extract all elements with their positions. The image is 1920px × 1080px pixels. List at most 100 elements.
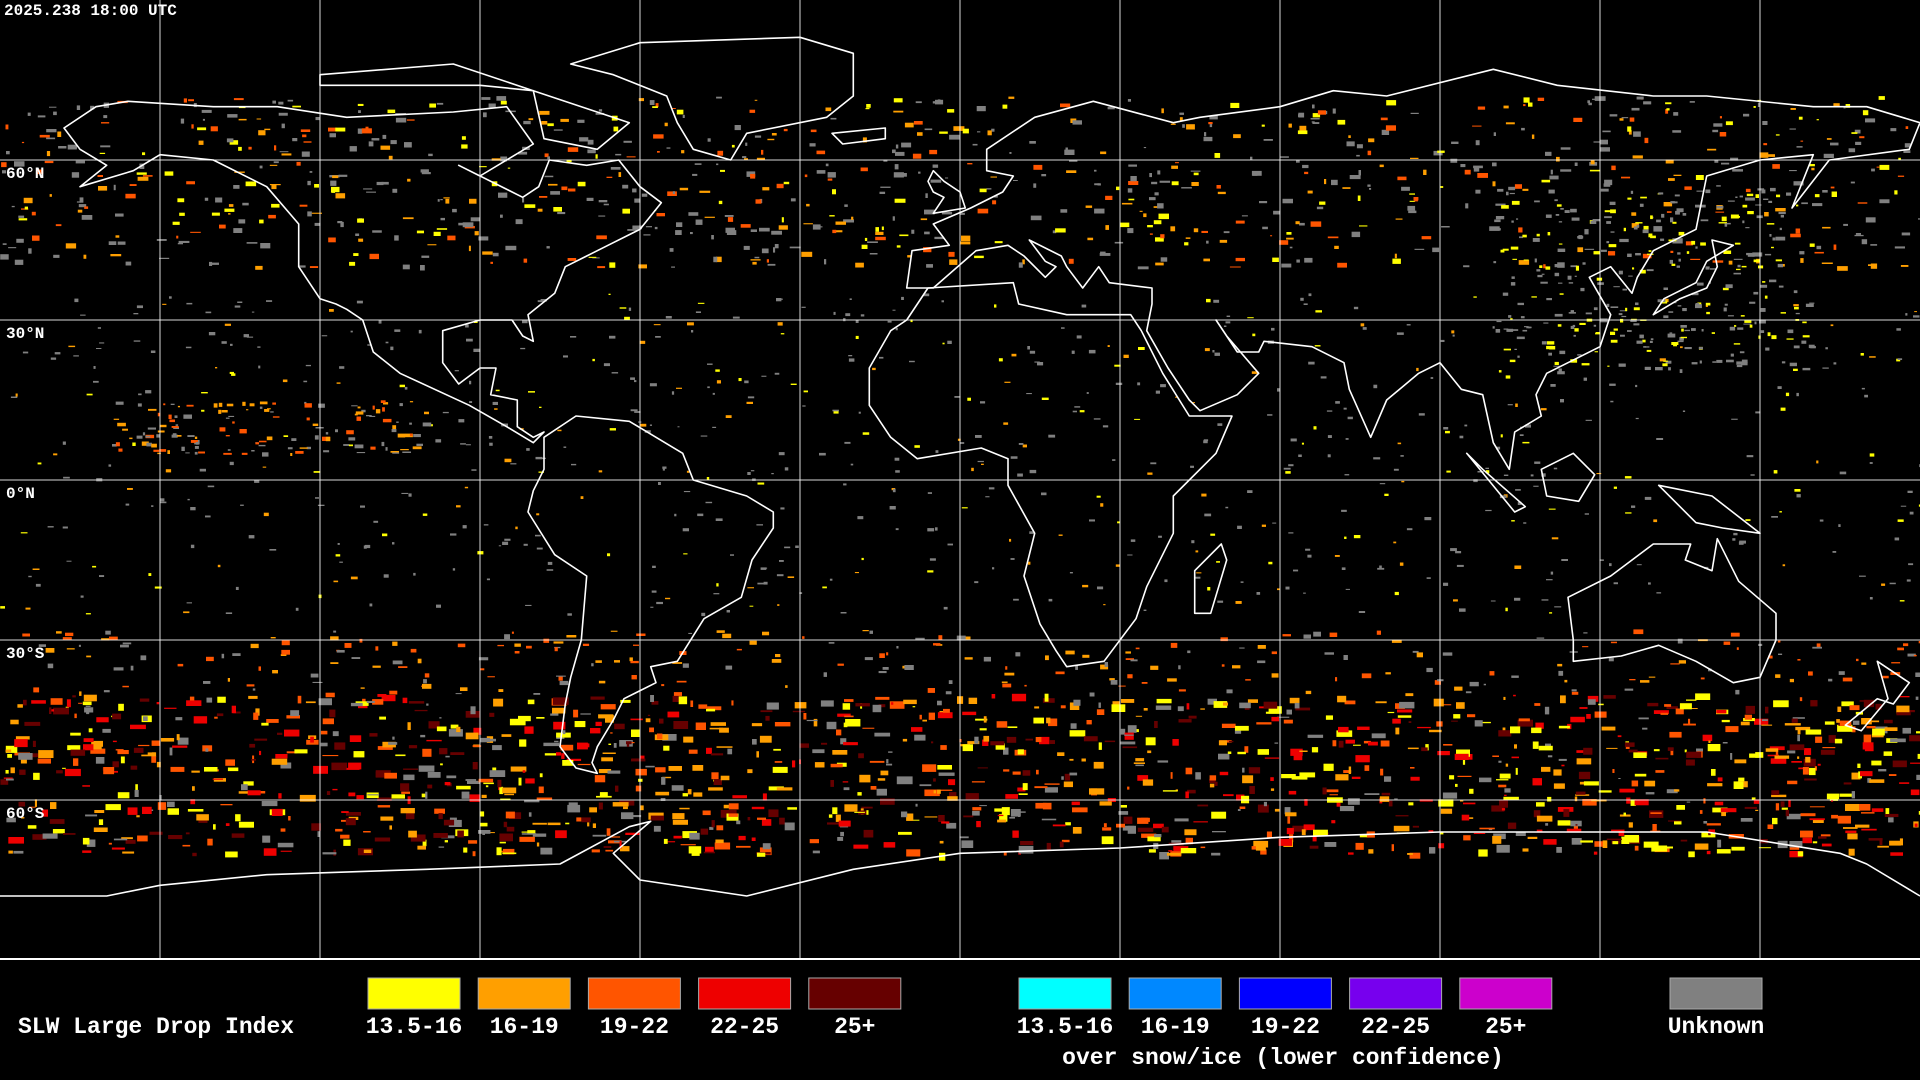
cloud-patch bbox=[263, 848, 277, 856]
cloud-patch bbox=[1548, 508, 1556, 510]
cloud-patch bbox=[901, 811, 908, 818]
cloud-patch bbox=[1042, 802, 1052, 810]
cloud-patch bbox=[1523, 97, 1530, 103]
cloud-patch bbox=[844, 804, 858, 812]
cloud-patch bbox=[1575, 794, 1590, 796]
cloud-patch bbox=[198, 451, 205, 454]
cloud-patch bbox=[396, 421, 399, 423]
cloud-patch bbox=[1822, 747, 1836, 749]
cloud-patch bbox=[1872, 728, 1885, 736]
cloud-patch bbox=[29, 806, 36, 808]
cloud-patch bbox=[1473, 832, 1486, 834]
cloud-patch bbox=[1648, 250, 1652, 252]
cloud-patch bbox=[949, 259, 958, 265]
cloud-patch bbox=[919, 714, 922, 720]
cloud-patch bbox=[961, 840, 974, 848]
cloud-patch bbox=[1515, 403, 1518, 407]
cloud-patch bbox=[1186, 703, 1190, 710]
cloud-patch bbox=[262, 466, 267, 468]
cloud-patch bbox=[1698, 346, 1703, 350]
cloud-patch bbox=[700, 435, 708, 437]
cloud-patch bbox=[762, 567, 768, 569]
cloud-patch bbox=[514, 651, 520, 654]
cloud-patch bbox=[473, 348, 481, 352]
cloud-patch bbox=[1535, 722, 1544, 729]
cloud-patch bbox=[632, 188, 637, 193]
cloud-patch bbox=[1779, 511, 1782, 513]
cloud-patch bbox=[754, 135, 762, 138]
cloud-patch bbox=[1675, 708, 1684, 715]
cloud-patch bbox=[360, 687, 365, 689]
cloud-patch bbox=[422, 422, 432, 427]
cloud-patch bbox=[84, 707, 94, 713]
cloud-patch bbox=[1013, 180, 1018, 181]
cloud-patch bbox=[1705, 305, 1708, 307]
cloud-patch bbox=[536, 842, 540, 847]
cloud-patch bbox=[400, 449, 409, 451]
cloud-patch bbox=[206, 656, 214, 662]
cloud-patch bbox=[1590, 220, 1597, 224]
cloud-patch bbox=[774, 372, 780, 375]
cloud-patch bbox=[1903, 150, 1911, 153]
cloud-patch bbox=[1814, 194, 1820, 198]
cloud-patch bbox=[1171, 165, 1178, 169]
cloud-patch bbox=[1454, 686, 1463, 691]
cloud-patch bbox=[1235, 601, 1242, 604]
cloud-patch bbox=[314, 184, 319, 188]
cloud-patch bbox=[221, 653, 225, 659]
cloud-patch bbox=[1089, 788, 1105, 795]
cloud-patch bbox=[64, 768, 81, 777]
cloud-patch bbox=[912, 153, 922, 159]
cloud-patch bbox=[259, 750, 262, 756]
cloud-patch bbox=[1754, 718, 1769, 725]
cloud-patch bbox=[610, 630, 618, 632]
cloud-patch bbox=[310, 736, 314, 743]
cloud-patch bbox=[911, 229, 915, 234]
cloud-patch bbox=[26, 753, 40, 758]
cloud-patch bbox=[1290, 748, 1303, 756]
cloud-patch bbox=[624, 316, 630, 320]
cloud-patch bbox=[533, 693, 541, 695]
cloud-patch bbox=[665, 316, 672, 319]
cloud-patch bbox=[668, 766, 682, 771]
cloud-patch bbox=[1536, 233, 1540, 237]
cloud-patch bbox=[1696, 190, 1705, 192]
cloud-patch bbox=[1606, 221, 1611, 224]
cloud-patch bbox=[1808, 671, 1813, 676]
cloud-patch bbox=[693, 792, 703, 797]
cloud-patch bbox=[1812, 818, 1824, 823]
cloud-patch bbox=[653, 825, 661, 832]
cloud-patch bbox=[278, 793, 282, 799]
cloud-patch bbox=[302, 134, 307, 138]
cloud-patch bbox=[895, 528, 899, 531]
legend-swatch bbox=[587, 977, 681, 1010]
cloud-patch bbox=[1903, 643, 1909, 647]
cloud-patch bbox=[1789, 841, 1803, 848]
cloud-patch bbox=[664, 122, 668, 127]
cloud-patch bbox=[409, 422, 412, 425]
cloud-patch bbox=[858, 411, 861, 414]
cloud-patch bbox=[672, 695, 683, 702]
cloud-patch bbox=[1914, 311, 1917, 313]
cloud-patch bbox=[1217, 600, 1224, 603]
cloud-patch bbox=[524, 800, 540, 803]
cloud-patch bbox=[1412, 825, 1419, 828]
cloud-patch bbox=[806, 203, 810, 207]
cloud-patch bbox=[108, 241, 117, 245]
cloud-patch bbox=[1668, 178, 1675, 181]
cloud-patch bbox=[1271, 327, 1275, 331]
cloud-patch bbox=[1408, 210, 1417, 214]
cloud-patch bbox=[1608, 657, 1614, 662]
cloud-patch bbox=[633, 644, 639, 646]
cloud-patch bbox=[1517, 501, 1522, 505]
cloud-patch bbox=[1660, 238, 1665, 241]
cloud-patch bbox=[1188, 715, 1197, 719]
cloud-patch bbox=[983, 716, 987, 723]
cloud-patch bbox=[492, 252, 499, 257]
cloud-patch bbox=[1900, 505, 1907, 507]
cloud-patch bbox=[1735, 689, 1740, 695]
cloud-patch bbox=[675, 230, 682, 235]
cloud-patch bbox=[1351, 776, 1361, 779]
cloud-patch bbox=[1226, 689, 1233, 694]
cloud-patch bbox=[1682, 213, 1687, 216]
